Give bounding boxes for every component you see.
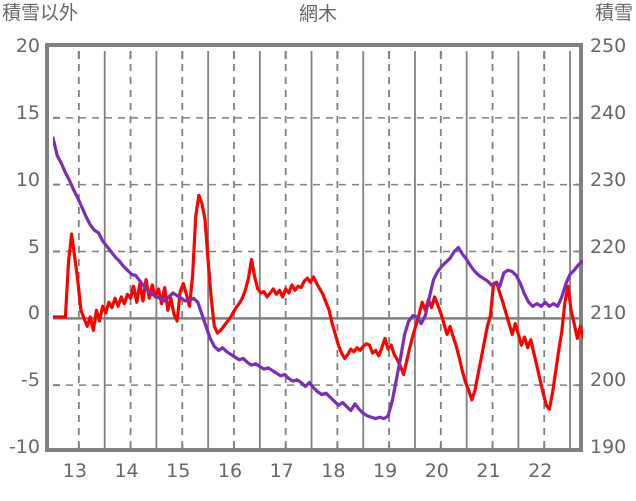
x-tick-label: 16 [217, 460, 243, 482]
y-tick-label-left: -5 [21, 369, 40, 392]
y-tick-label-right: 230 [590, 168, 627, 191]
chart-svg [53, 51, 583, 452]
x-tick-label: 14 [114, 460, 139, 482]
chart-title: 網木 [298, 3, 337, 25]
y-tick-label-right: 240 [590, 101, 627, 124]
y-tick-label-right: 200 [590, 369, 627, 392]
y-tick-label-right: 190 [590, 436, 627, 458]
x-tick-label: 13 [62, 460, 87, 482]
left-axis-title: 積雪以外 [2, 2, 79, 24]
y-tick-label-left: 5 [27, 235, 40, 258]
y-tick-label-left: 0 [27, 302, 40, 325]
y-tick-label-left: -10 [8, 436, 40, 458]
x-tick-label: 19 [373, 460, 398, 482]
x-tick-label: 20 [424, 460, 449, 482]
y-tick-label-left: 10 [15, 168, 40, 191]
x-tick-label: 15 [166, 460, 191, 482]
y-tick-label-right: 210 [590, 302, 627, 325]
right-axis-title: 積雪 [594, 2, 633, 24]
y-tick-label-right: 220 [590, 235, 627, 258]
x-tick-label: 17 [269, 460, 294, 482]
x-tick-label: 18 [321, 460, 346, 482]
plot-area [45, 43, 583, 452]
y-tick-label-left: 20 [15, 35, 40, 57]
series-line-right [53, 136, 583, 421]
plot-canvas [49, 47, 583, 452]
y-tick-label-right: 250 [590, 35, 627, 57]
x-tick-label: 21 [476, 460, 501, 482]
y-tick-label-left: 15 [15, 101, 40, 124]
series-line-left [53, 193, 583, 411]
x-tick-label: 22 [528, 460, 553, 482]
